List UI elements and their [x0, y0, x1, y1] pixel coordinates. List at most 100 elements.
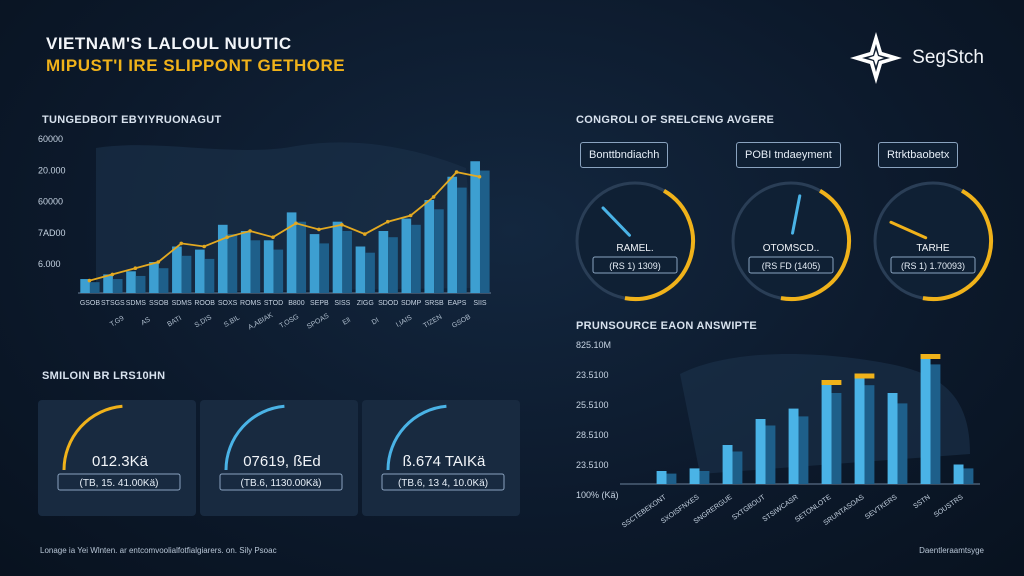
bar-series-1 — [263, 240, 274, 293]
bar-series-1 — [217, 224, 228, 293]
bar-series-1 — [195, 249, 205, 293]
trend-point — [133, 266, 138, 270]
bar-series-2 — [411, 224, 421, 293]
x-tick-label: ROOB — [194, 300, 215, 307]
y-tick-label: 25.5100 — [576, 400, 609, 410]
bar-series-2 — [296, 221, 307, 293]
bar-series-2 — [319, 243, 330, 293]
x-sublabel: DI — [371, 317, 381, 327]
bar-series-1 — [149, 262, 159, 293]
bar-series-2 — [388, 237, 398, 293]
gauge-needle — [791, 194, 802, 235]
x-sublabel: T,G9 — [109, 315, 125, 329]
x-sublabel: TIZEN — [422, 314, 443, 330]
x-tick-label: SISS — [334, 300, 350, 307]
bar-series-2 — [798, 416, 809, 484]
stat-value: 012.3Kä — [92, 453, 149, 470]
stat-arc — [386, 404, 447, 471]
bar-series-1 — [240, 231, 251, 293]
bar-series-2 — [227, 234, 238, 293]
right-bar-chart: 825.10M 23.5100 25.5100 28.5100 23.5100 100% … — [576, 340, 980, 530]
bar-series-2 — [732, 451, 743, 484]
bar-series-1 — [286, 212, 297, 293]
x-sublabel: S,DIS — [194, 314, 214, 329]
stat-sub-box — [57, 473, 181, 491]
dashboard-subtitle: MIPUST'I IRE SLIPPONT GETHORE — [46, 56, 346, 75]
x-tick-label: SEVTKERS — [864, 494, 899, 521]
x-tick-label: ROMS — [240, 300, 261, 307]
x-sublabel: AS — [140, 316, 152, 327]
bar-series-2 — [204, 258, 215, 293]
bar-cap — [821, 380, 842, 385]
stats-title: SMILOIN BR LRS10HN — [42, 370, 166, 382]
stat-sub: (TB.6, 13 4, 10.0Kä) — [398, 478, 488, 489]
stat-arc — [62, 404, 123, 471]
trend-point — [385, 219, 390, 224]
bar-series-2 — [273, 249, 284, 293]
bar-cap — [920, 354, 941, 359]
bar-series-1 — [378, 231, 389, 293]
bar-series-1 — [821, 380, 832, 484]
x-sublabel: Ell — [342, 317, 353, 327]
trend-line — [89, 171, 480, 282]
bar-series-2 — [250, 240, 261, 293]
trend-point — [408, 213, 413, 218]
bar-series-2 — [342, 231, 352, 293]
gauge: RAMEL. (RS 1) 1309) — [575, 181, 695, 301]
x-tick-label: SIIS — [473, 300, 487, 307]
x-tick-label: SSTN — [912, 494, 931, 510]
x-tick-label: SRSB — [425, 300, 444, 307]
gauge-header[interactable]: POBI tndaeyment — [736, 142, 841, 168]
trend-point — [477, 174, 482, 179]
x-sublabel: S.BIL — [223, 314, 241, 329]
bar-series-1 — [788, 408, 799, 484]
bar-series-2 — [158, 268, 169, 293]
y-tick-label: 6.000 — [38, 259, 61, 269]
bar-series-1 — [755, 419, 766, 484]
gauge: OTOMSCD.. (RS FD (1405) — [731, 181, 851, 301]
gauge-label: OTOMSCD.. — [763, 243, 819, 254]
x-sublabel: I,IAIS — [395, 314, 414, 329]
stat-card-arc: 07619, ßEd (TB.6, 1130.00Kä) — [219, 404, 343, 491]
bar-series-1 — [355, 246, 366, 293]
gauge-needle — [601, 206, 631, 237]
bar-series-2 — [666, 473, 677, 484]
stat-sub: (TB.6, 1130.00Kä) — [241, 478, 322, 489]
brand[interactable]: SegStch — [848, 30, 984, 86]
x-tick-label: SDOD — [378, 300, 398, 307]
trend-point — [363, 232, 367, 236]
trend-point — [110, 272, 115, 277]
bar-series-2 — [112, 279, 123, 293]
bar-series-1 — [401, 218, 412, 293]
y-tick-label: 825.10M — [576, 340, 611, 350]
y-tick-label: 20.000 — [38, 165, 66, 175]
bar-series-1 — [689, 468, 700, 484]
bar-series-2 — [831, 393, 842, 484]
stat-card[interactable]: 012.3Kä (TB, 15. 41.00Kä) — [38, 400, 196, 516]
gauges-title: CONGROLI OF SRELCENG AVGERE — [576, 114, 775, 126]
trend-point — [294, 221, 298, 226]
bar-series-1 — [920, 354, 931, 484]
stat-sub: (TB, 15. 41.00Kä) — [80, 478, 159, 489]
bar-series-2 — [765, 425, 776, 484]
stat-card[interactable]: 07619, ßEd (TB.6, 1130.00Kä) — [200, 400, 358, 516]
bar-series-2 — [457, 187, 467, 293]
x-tick-label: SOUSTRS — [933, 494, 965, 519]
bar-series-1 — [447, 176, 458, 293]
x-sublabel: T,OSG — [279, 313, 301, 330]
stat-card[interactable]: ß.674 TAIKä (TB.6, 13 4, 10.0Kä) — [362, 400, 520, 516]
x-tick-label: B800 — [288, 300, 304, 307]
gauge-label: TARHE — [916, 243, 949, 254]
bar-series-2 — [479, 170, 490, 293]
bar-series-1 — [854, 373, 865, 484]
gauge-header[interactable]: Bonttbndiachh — [580, 142, 669, 168]
bar-series-2 — [89, 282, 100, 293]
x-sublabel: GSOB — [451, 313, 472, 329]
bar-series-2 — [699, 471, 710, 484]
gauge-header[interactable]: Rtrktbaobetx — [878, 142, 959, 168]
x-tick-label: ZIGG — [357, 300, 374, 307]
stat-sub-box — [219, 473, 343, 491]
bar-series-2 — [135, 275, 146, 293]
x-tick-label: SDMS — [126, 300, 147, 307]
